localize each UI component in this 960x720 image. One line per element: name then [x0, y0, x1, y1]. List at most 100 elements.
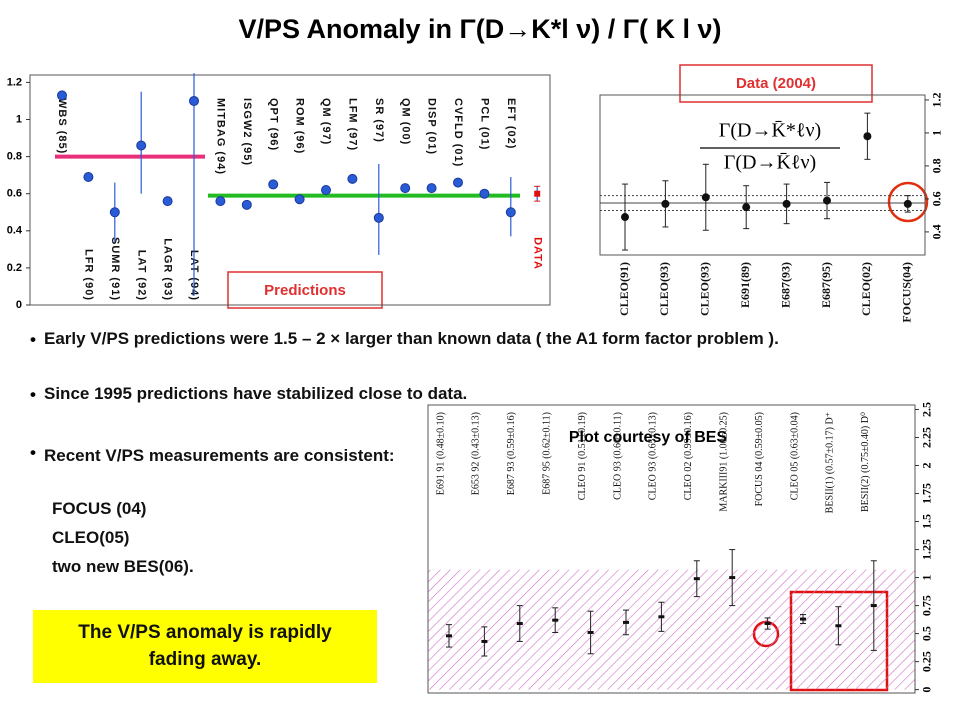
data-point	[587, 630, 594, 634]
x-tick-label: CLEO 93 (0.65±0.13)	[648, 412, 659, 500]
data-point	[373, 212, 384, 223]
data-point	[835, 624, 842, 628]
y-tick-label: 1.2	[930, 92, 944, 107]
conclusion-box	[33, 610, 377, 683]
data-point	[347, 173, 358, 184]
x-tick-label: ROM (96)	[294, 98, 306, 154]
data-point	[661, 199, 670, 208]
formula-denominator: Γ(D→K̄ℓν)	[724, 152, 816, 174]
data-point	[215, 196, 226, 207]
data-point	[742, 203, 751, 212]
data-point	[764, 622, 771, 626]
x-tick-label: BESII(2) (0.75±0.40) D⁰	[860, 412, 871, 512]
y-tick-label: 2.5	[920, 402, 934, 417]
highlight-circle	[887, 181, 929, 223]
data-point	[426, 183, 437, 194]
x-tick-label: MITBAG (94)	[214, 98, 226, 175]
plot-frame	[29, 74, 551, 306]
bullet: Early V/PS predictions were 1.5 – 2 × la…	[44, 329, 779, 348]
x-tick-label: PCL (01)	[478, 98, 490, 150]
x-tick-label: LFM (97)	[346, 98, 358, 151]
data-point	[782, 199, 791, 208]
y-tick-label: 1	[930, 130, 944, 136]
data-point	[189, 95, 199, 106]
x-tick-label: CVFLD (01)	[452, 98, 464, 167]
data-point	[109, 207, 120, 218]
y-tick-label: 0.8	[7, 151, 22, 163]
x-tick-label: CLEO 91 (0.51±0.19)	[577, 412, 588, 500]
y-tick-label: 2.25	[920, 427, 934, 448]
data-point	[136, 140, 147, 151]
x-tick-label: QM (97)	[320, 98, 332, 145]
data-point	[693, 577, 700, 581]
y-tick-label: 0	[16, 299, 22, 311]
y-tick-label: 0	[920, 687, 934, 693]
x-tick-label: FOCUS(04)	[900, 262, 914, 323]
y-tick-label: 1	[920, 575, 934, 581]
y-tick-label: 2	[920, 463, 934, 469]
data-point	[446, 634, 452, 638]
x-tick-label: CLEO(02)	[859, 262, 873, 316]
data-point	[552, 618, 559, 622]
bullet-dot: •	[30, 385, 36, 404]
y-tick-label: 0.8	[930, 158, 944, 173]
x-tick-label: FOCUS 04 (0.59±0.05)	[754, 412, 765, 506]
x-tick-label: LFR (90)	[82, 249, 94, 301]
data-point	[481, 639, 488, 643]
y-tick-label: 0.25	[920, 651, 934, 672]
y-tick-label: 0.75	[920, 595, 934, 616]
annotation: Data (2004)	[736, 75, 816, 92]
formula-numerator: Γ(D→K̄*ℓν)	[719, 120, 821, 142]
data-point	[658, 615, 665, 619]
plot-frame	[427, 404, 916, 694]
data-point	[863, 132, 872, 141]
slide-title: V/PS Anomaly in Γ(D→K*l ν) / Γ( K l ν)	[238, 14, 721, 44]
x-tick-label: QM (00)	[399, 98, 411, 145]
x-tick-label: MARKIII91 (1.00±0.25)	[718, 412, 729, 512]
x-tick-label: DATA	[531, 237, 543, 270]
annotation-box	[227, 271, 383, 309]
bullet: Since 1995 predictions have stabilized c…	[44, 384, 468, 403]
bullet-dot: •	[30, 330, 36, 349]
y-tick-label: 1.2	[7, 76, 22, 88]
y-tick-label: 0.5	[920, 626, 934, 641]
x-tick-label: QPT (96)	[267, 98, 279, 151]
x-tick-label: DISP (01)	[426, 98, 438, 155]
band	[428, 569, 915, 690]
data-point	[321, 185, 331, 195]
x-tick-label: CLEO(93)	[698, 262, 712, 316]
plot-frame	[599, 94, 926, 256]
x-tick-label: E691(89)	[738, 262, 752, 308]
sub-bullet: two new BES(06).	[52, 557, 194, 576]
x-tick-label: WBS (85)	[56, 98, 68, 154]
data-point	[870, 604, 877, 608]
x-tick-label: CLEO 05 (0.63±0.04)	[789, 412, 800, 500]
data-point	[83, 172, 94, 183]
x-tick-label: CLEO(91)	[617, 262, 631, 316]
data-point	[623, 620, 629, 624]
data-point	[479, 188, 490, 199]
y-tick-label: 0.6	[7, 188, 22, 200]
data-point	[800, 617, 806, 621]
sub-bullet: CLEO(05)	[52, 528, 130, 547]
x-tick-label: E687(95)	[819, 262, 833, 308]
data-point	[400, 183, 411, 194]
x-tick-label: ISGW2 (95)	[241, 98, 253, 166]
bullet-dot: •	[30, 443, 36, 462]
y-tick-label: 0.2	[7, 262, 22, 274]
data-point	[57, 90, 67, 101]
x-tick-label: BESII(1) (0.57±0.17) D⁺	[825, 412, 836, 513]
x-tick-label: E653 92 (0.43±0.13)	[471, 412, 482, 495]
x-tick-label: CLEO 02 (0.99±0.16)	[683, 412, 694, 500]
data-point	[534, 190, 541, 197]
x-tick-label: E687(93)	[778, 262, 792, 308]
data-point	[729, 576, 736, 580]
bullet: Recent V/PS measurements are consistent:	[44, 446, 395, 465]
data-point	[701, 193, 710, 202]
y-tick-label: 1	[16, 113, 22, 125]
x-tick-label: E691 91 (0.48±0.10)	[435, 412, 446, 495]
data-point	[294, 194, 305, 205]
x-tick-label: SUMR (91)	[109, 237, 121, 301]
